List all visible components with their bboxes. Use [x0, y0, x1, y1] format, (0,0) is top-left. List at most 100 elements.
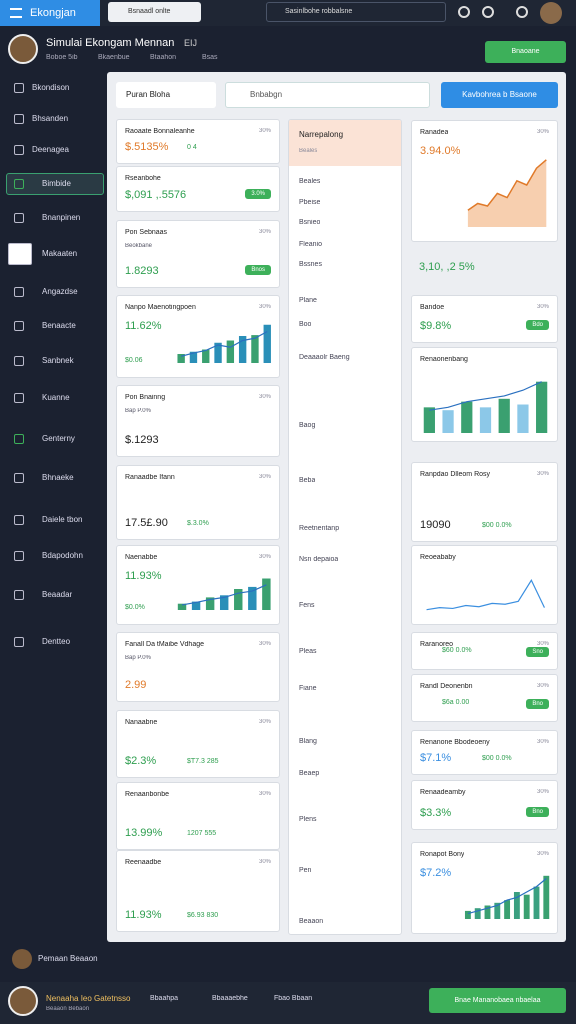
- action-button[interactable]: Bnaoane: [485, 41, 566, 63]
- avatar: [8, 34, 38, 64]
- nav-item[interactable]: Bhnaeke: [42, 473, 74, 482]
- card-value: 3,10, ,2 5%: [419, 261, 475, 273]
- icon-button[interactable]: [516, 6, 528, 18]
- menu-icon[interactable]: [10, 8, 22, 18]
- list-item[interactable]: Plane: [299, 297, 317, 304]
- card-value: 11.93%: [125, 570, 162, 582]
- tab[interactable]: Puran Bloha: [116, 82, 216, 108]
- primary-button[interactable]: Kavbohrea b Bsaone: [441, 82, 558, 108]
- card: Ranadea 30% 3.94.0%: [411, 120, 558, 242]
- list-item[interactable]: Beba: [299, 477, 316, 484]
- badge: Bno: [526, 699, 549, 709]
- nav-item[interactable]: Daiele tbon: [42, 515, 83, 524]
- list-item[interactable]: Blang: [299, 738, 317, 745]
- mini-chart: [177, 578, 271, 610]
- card-tag: 30%: [258, 791, 271, 797]
- footer-item[interactable]: Bbaaaebhe: [212, 995, 248, 1002]
- badge: Bdo: [526, 320, 549, 330]
- card-note: $T7.3 285: [187, 758, 219, 765]
- list-item[interactable]: Nsn depaioa: [299, 556, 339, 563]
- list-sub: Beales: [299, 148, 318, 154]
- nav-item[interactable]: Bnanpinen: [42, 213, 81, 222]
- mini-chart: [177, 324, 271, 363]
- nav-item[interactable]: Bhsanden: [32, 114, 69, 123]
- card-note: $00 0.0%: [482, 522, 512, 529]
- nav-icon: [14, 393, 24, 403]
- list-item[interactable]: Fens: [299, 602, 315, 609]
- card-value: 11.93%: [125, 909, 162, 921]
- card-title: Nanpo Maenotingpoen: [125, 304, 196, 311]
- list-item[interactable]: Fiane: [299, 685, 317, 692]
- card-tag: 30%: [536, 641, 549, 647]
- account[interactable]: Sasinlbohe robbalsne: [266, 2, 446, 22]
- list-item[interactable]: Reetnentanp: [299, 525, 340, 532]
- list-item[interactable]: Plens: [299, 816, 317, 823]
- card-value: $.5135%: [125, 141, 169, 153]
- filter-input[interactable]: Bnbabgn: [225, 82, 430, 108]
- card-value: 3.94.0%: [420, 145, 461, 157]
- bar: [543, 875, 550, 919]
- card: Pon Sebnaas 30% Beokbane 1.8293 Bnos: [116, 220, 280, 288]
- mini-chart: [423, 381, 548, 433]
- nav-item[interactable]: Angazdse: [42, 287, 78, 296]
- user-name: Pemaan Beaaon: [38, 954, 98, 963]
- footer-button[interactable]: Bnae Mananobaea nbaelaa: [429, 988, 566, 1013]
- mini-chart: [426, 579, 545, 611]
- nav-item[interactable]: Bdapodohn: [42, 551, 83, 560]
- list-item[interactable]: Pbeise: [299, 199, 321, 206]
- card-title: Ranadea: [420, 129, 449, 136]
- list-item[interactable]: Beales: [299, 178, 321, 185]
- list-item[interactable]: Fleanio: [299, 241, 322, 248]
- icon-button[interactable]: [458, 6, 470, 18]
- area: [467, 159, 547, 227]
- card-value: $9.8%: [420, 320, 452, 332]
- nav-item[interactable]: Genterny: [42, 434, 75, 443]
- nav-item[interactable]: Beaadar: [42, 590, 73, 599]
- list-item[interactable]: Bssnes: [299, 261, 322, 268]
- icon-button[interactable]: [482, 6, 494, 18]
- card-tag: 30%: [536, 789, 549, 795]
- bar: [261, 578, 271, 610]
- list-header: [289, 120, 401, 166]
- list-item[interactable]: Beaaon: [299, 918, 324, 925]
- search[interactable]: Bsnaadl onlte: [108, 2, 201, 22]
- card-sub: Bap P.0%: [125, 408, 151, 414]
- card-tag: 30%: [258, 719, 271, 725]
- list-item[interactable]: Baog: [299, 422, 316, 429]
- nav-item[interactable]: Bimbide: [42, 179, 71, 188]
- badge: Bno: [526, 807, 549, 817]
- bar: [494, 902, 501, 919]
- card-title: Raoaate Bonnaleanhe: [125, 128, 195, 135]
- list-item[interactable]: Beaep: [299, 770, 320, 777]
- footer-item[interactable]: Bbaahpa: [150, 995, 179, 1002]
- card-value: 1.8293: [125, 265, 159, 277]
- nav-item[interactable]: Deenagea: [32, 145, 69, 154]
- close-button[interactable]: [383, 128, 393, 138]
- header: [0, 26, 576, 70]
- card-value: 17.5£.90: [125, 517, 168, 529]
- list-item[interactable]: Pen: [299, 867, 312, 874]
- trend-line: [181, 584, 267, 606]
- avatar: [12, 949, 32, 969]
- nav-item[interactable]: Dentteo: [42, 637, 71, 646]
- list-item[interactable]: Pleas: [299, 648, 317, 655]
- bar: [201, 349, 210, 363]
- card: Nanpo Maenotingpoen 30% 11.62% $0.06: [116, 295, 280, 378]
- list-title: Narrepalong: [299, 130, 344, 139]
- page-title: Simulai Ekongam Mennan: [46, 37, 175, 49]
- bar: [205, 597, 214, 610]
- card-note: $0.0%: [125, 604, 145, 611]
- nav-item[interactable]: Kuanne: [42, 393, 70, 402]
- footer-item[interactable]: Fbao Bbaan: [274, 995, 313, 1002]
- nav-item[interactable]: Bkondison: [32, 83, 70, 92]
- nav-item[interactable]: Benaacte: [42, 321, 76, 330]
- badge: EIJ: [184, 38, 198, 48]
- list-item[interactable]: Deaaaolr Baeng: [299, 354, 350, 361]
- nav-item[interactable]: Makaaten: [42, 249, 78, 258]
- trend-line: [429, 381, 542, 411]
- nav-item[interactable]: Sanbnek: [42, 356, 74, 365]
- list-item[interactable]: Bsnieo: [299, 219, 321, 226]
- list-item[interactable]: Boo: [299, 321, 312, 328]
- bar: [464, 910, 471, 919]
